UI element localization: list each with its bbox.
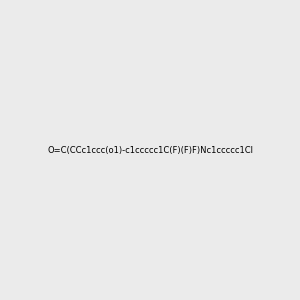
- Text: O=C(CCc1ccc(o1)-c1ccccc1C(F)(F)F)Nc1ccccc1Cl: O=C(CCc1ccc(o1)-c1ccccc1C(F)(F)F)Nc1cccc…: [47, 146, 253, 154]
